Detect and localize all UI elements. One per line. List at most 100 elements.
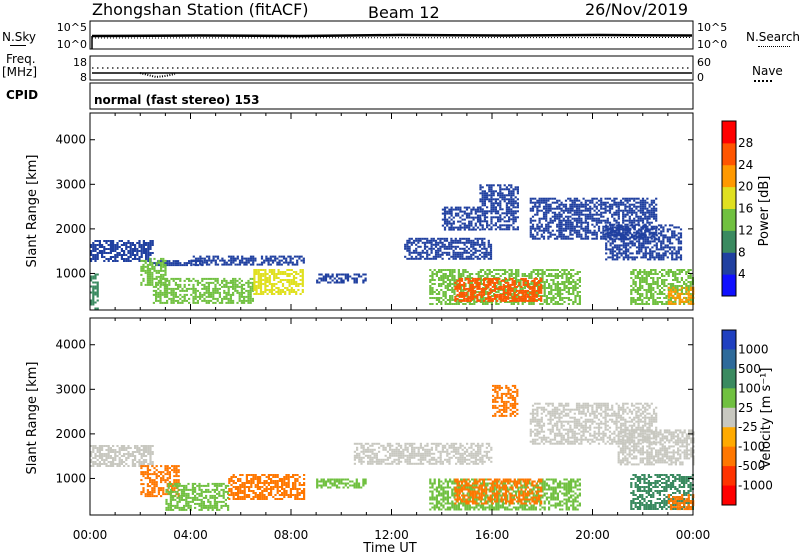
- velocity-heatmap: [90, 384, 695, 511]
- velocity-colorbar-tick: -100: [738, 440, 765, 454]
- power-region: [529, 197, 658, 240]
- power-colorbar-tick: 8: [738, 245, 746, 259]
- velocity-colorbar-segment: [722, 466, 736, 487]
- velocity-colorbar-tick: 500: [738, 362, 761, 376]
- power-colorbar-frame: [721, 120, 737, 297]
- noise-top-tick-right: 10^5: [697, 21, 727, 34]
- velocity-region: [353, 442, 493, 465]
- program-label: normal (fast stereo) 153: [94, 93, 260, 107]
- velocity-colorbar-segment: [722, 349, 736, 370]
- power-region: [404, 237, 493, 260]
- time-tick-label: 20:00: [575, 528, 610, 542]
- power-ytick-label: 3000: [55, 177, 86, 191]
- velocity-colorbar-tick: 100: [738, 381, 761, 395]
- velocity-ytick-label: 4000: [55, 338, 86, 352]
- power-region: [90, 273, 99, 310]
- cpid-label: CPID: [6, 88, 39, 102]
- freq-panel: 18 8 60 0: [73, 55, 711, 84]
- velocity-region: [454, 478, 543, 505]
- time-axis: 00:00 04:00 08:00 12:00 16:00 20:00 00:00: [73, 528, 711, 542]
- velocity-colorbar-tick: -1000: [738, 479, 773, 493]
- power-colorbar-segment: [722, 121, 736, 144]
- power-region: [454, 277, 543, 302]
- power-heatmap: [90, 184, 695, 310]
- power-region: [152, 277, 254, 304]
- power-region: [190, 255, 305, 266]
- power-ytick-label: 4000: [55, 133, 86, 147]
- velocity-colorbar-segment: [722, 446, 736, 467]
- power-colorbar-tick: 20: [738, 180, 753, 194]
- power-xticks: [89, 113, 694, 310]
- noise-top-tick-left: 10^5: [57, 21, 87, 34]
- power-colorbar-tick: 12: [738, 223, 753, 237]
- nave-label: Nave: [752, 64, 783, 78]
- nsky-line: [10, 45, 26, 46]
- velocity-ytick-label: 3000: [55, 382, 86, 396]
- velocity-region: [667, 494, 695, 511]
- power-colorbar-segment: [722, 142, 736, 166]
- velocity-colorbar-frame: [721, 329, 737, 506]
- time-tick-label: 16:00: [475, 528, 510, 542]
- power-colorbar-tick: 4: [738, 267, 746, 281]
- time-tick-label: 04:00: [173, 528, 208, 542]
- velocity-colorbar-segment: [722, 368, 736, 389]
- noise-search-line: [91, 37, 693, 39]
- nave-tick-0: 0: [697, 71, 704, 84]
- nave-line: [754, 80, 772, 82]
- freq-tick-8: 8: [80, 71, 87, 84]
- power-ylabel: Slant Range [km]: [25, 155, 40, 268]
- velocity-colorbar-segment: [722, 407, 736, 428]
- velocity-ylabel: Slant Range [km]: [25, 362, 40, 475]
- power-colorbar-segment: [722, 252, 736, 275]
- velocity-yticks: 1000 2000 3000 4000: [55, 338, 693, 485]
- time-tick-label: 08:00: [274, 528, 309, 542]
- velocity-colorbar-segment: [722, 427, 736, 448]
- power-colorbar: 4 8 12 16 20 24 28: [721, 120, 753, 297]
- time-axis-label: Time UT: [362, 541, 416, 554]
- velocity-region: [492, 384, 519, 417]
- freq-tick-18: 18: [73, 56, 87, 69]
- velocity-colorbar-segment: [722, 330, 736, 350]
- power-region: [630, 269, 694, 305]
- noise-sky-line: [91, 33, 693, 38]
- velocity-ytick-label: 2000: [55, 427, 86, 441]
- power-region: [479, 184, 519, 231]
- velocity-colorbar: 1000 500 100 25 -25 -100 -500 -1000: [721, 329, 773, 506]
- power-region: [316, 273, 367, 284]
- velocity-colorbar-tick: -25: [738, 420, 758, 434]
- power-colorbar-tick: 28: [738, 136, 753, 150]
- power-yticks: 1000 2000 3000 4000: [55, 133, 693, 280]
- freq-dip: [139, 72, 176, 79]
- power-colorbar-segment: [722, 230, 736, 253]
- power-colorbar-label: Power [dB]: [757, 176, 772, 247]
- freq-unit-label: [MHz]: [2, 65, 38, 79]
- power-colorbar-segment: [722, 186, 736, 209]
- velocity-ytick-label: 1000: [55, 471, 86, 485]
- power-colorbar-segment: [722, 208, 736, 231]
- power-panel: 1000 2000 3000 4000 Slant Range [km]: [25, 112, 695, 311]
- velocity-region: [617, 429, 695, 466]
- velocity-colorbar-tick: -500: [738, 459, 765, 473]
- power-ytick-label: 1000: [55, 266, 86, 280]
- velocity-xticks: [89, 318, 694, 515]
- power-region: [605, 224, 683, 261]
- freq-label: Freq.: [6, 52, 36, 66]
- velocity-colorbar-label: Velocity [m s⁻¹]: [759, 368, 774, 469]
- nsearch-label: N.Search: [746, 30, 800, 44]
- velocity-colorbar-segment: [722, 485, 736, 506]
- power-colorbar-tick: 24: [738, 158, 753, 172]
- velocity-colorbar-tick: 25: [738, 401, 753, 415]
- power-region: [667, 286, 695, 305]
- velocity-panel: 1000 2000 3000 4000 Slant Range [km]: [25, 317, 695, 516]
- power-region: [90, 240, 154, 262]
- velocity-region: [529, 402, 658, 445]
- velocity-region: [316, 478, 367, 489]
- time-tick-label: 12:00: [374, 528, 409, 542]
- nsky-label: N.Sky: [2, 30, 37, 44]
- program-panel: [89, 82, 694, 110]
- velocity-region: [165, 482, 230, 511]
- station-title: Zhongshan Station (fitACF): [92, 0, 309, 19]
- date-label: 26/Nov/2019: [585, 0, 689, 19]
- power-region: [441, 206, 482, 231]
